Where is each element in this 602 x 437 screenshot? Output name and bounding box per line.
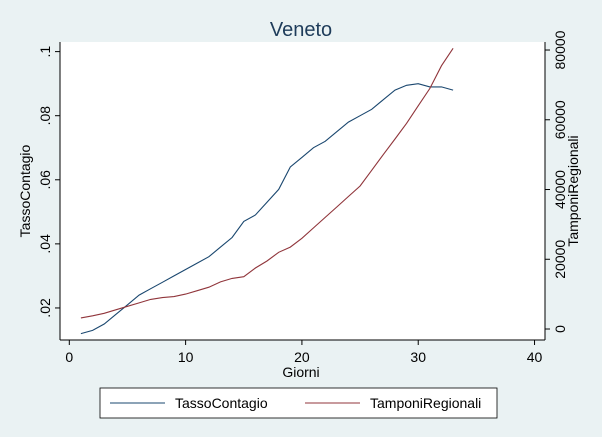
x-tick-label: 10 <box>178 349 194 365</box>
plot-area <box>60 42 545 340</box>
series-line <box>80 83 454 335</box>
y2-tick-label: 60000 <box>552 100 568 139</box>
series-line <box>80 47 454 319</box>
y2-tick-label: 40000 <box>552 170 568 209</box>
y2-tick-label: 0 <box>552 325 568 333</box>
x-tick-label: 0 <box>65 349 73 365</box>
legend <box>99 387 498 419</box>
legend-label: TamponiRegionali <box>370 395 481 411</box>
chart-title: Veneto <box>270 19 332 41</box>
x-axis-label: Giorni <box>282 364 319 380</box>
y-tick-label: .06 <box>37 170 53 190</box>
y2-axis-label: TamponiRegionali <box>565 135 581 246</box>
y2-tick-label: 80000 <box>552 30 568 69</box>
legend-label: TassoContagio <box>175 395 268 411</box>
x-tick-label: 20 <box>294 349 310 365</box>
x-tick-label: 40 <box>527 349 543 365</box>
y-tick-label: .02 <box>37 298 53 318</box>
y-tick-label: .04 <box>37 234 53 254</box>
y-tick-label: .08 <box>37 106 53 126</box>
y-axis-label: TassoContagio <box>17 144 33 237</box>
y2-tick-label: 20000 <box>552 240 568 279</box>
y-tick-label: .1 <box>37 46 53 58</box>
x-tick-label: 30 <box>410 349 426 365</box>
